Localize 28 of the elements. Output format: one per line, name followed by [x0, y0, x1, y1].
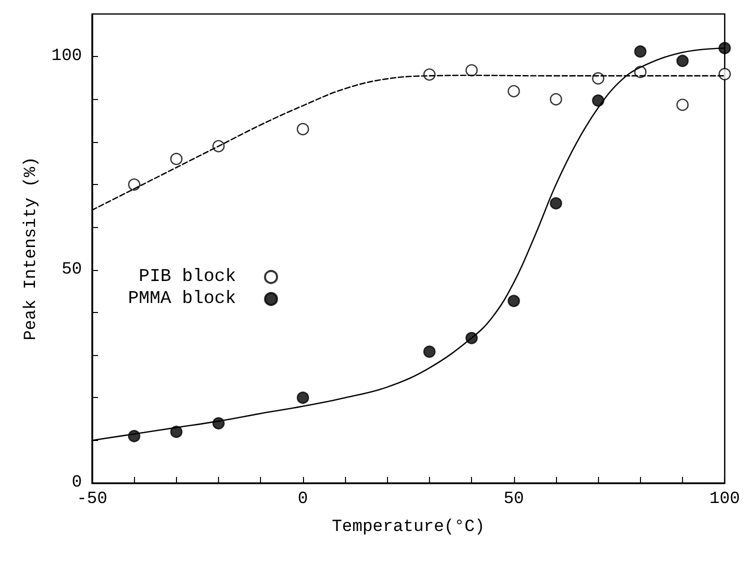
point: [508, 85, 520, 98]
legend-label: PIB block: [138, 267, 236, 287]
point: [423, 346, 436, 358]
point: [718, 68, 731, 80]
point: [296, 392, 310, 404]
y-tick-label: 100: [51, 47, 82, 66]
point: [676, 54, 689, 68]
point: [128, 178, 140, 191]
point: [508, 294, 520, 308]
legend-label: PMMA block: [128, 289, 236, 309]
x-tick-label: -50: [76, 490, 108, 509]
x-tick-label: 50: [504, 490, 524, 509]
y-axis-title: Peak Intensity (%): [22, 156, 41, 340]
point: [634, 45, 646, 58]
x-tick-label: 0: [298, 490, 308, 509]
point: [718, 42, 731, 54]
y-tick-label: 0: [72, 474, 82, 492]
point: [170, 426, 183, 438]
point: [550, 93, 562, 106]
x-axis-title: Temperature(°C): [332, 518, 485, 537]
point: [170, 152, 183, 166]
point: [676, 98, 689, 111]
y-tick-label: 50: [62, 260, 82, 280]
x-tick-label: 100: [709, 490, 740, 509]
point: [296, 122, 310, 136]
point: [465, 64, 478, 76]
point: [592, 94, 604, 107]
point: [550, 197, 562, 210]
